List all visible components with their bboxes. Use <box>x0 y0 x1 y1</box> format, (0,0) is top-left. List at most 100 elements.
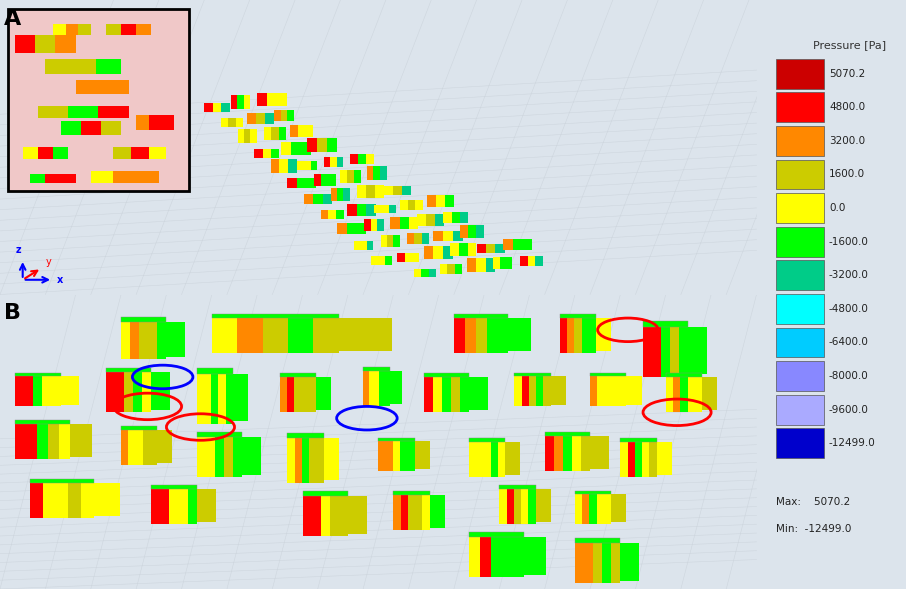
Bar <box>443 231 453 241</box>
Bar <box>317 138 327 152</box>
Bar <box>393 495 400 530</box>
Bar <box>666 378 673 412</box>
Bar <box>197 489 216 522</box>
Bar <box>24 376 34 406</box>
Bar <box>604 376 612 406</box>
Bar <box>151 372 170 410</box>
Bar <box>666 373 702 378</box>
Bar <box>589 318 596 353</box>
Bar <box>612 494 626 522</box>
Bar <box>513 537 524 577</box>
Bar <box>650 442 657 477</box>
Bar <box>776 395 824 425</box>
Bar <box>443 212 451 223</box>
Bar <box>297 178 306 188</box>
Bar <box>38 106 68 118</box>
Bar <box>341 170 347 183</box>
Bar <box>467 258 477 272</box>
Bar <box>536 376 544 406</box>
Bar <box>493 257 499 269</box>
Bar <box>560 318 567 353</box>
Bar <box>688 378 695 412</box>
Bar <box>400 200 408 210</box>
Bar <box>408 495 415 530</box>
Bar <box>357 223 366 234</box>
Bar <box>590 376 597 406</box>
Bar <box>233 437 242 477</box>
Bar <box>421 269 429 277</box>
Bar <box>304 194 313 204</box>
Bar <box>212 315 339 318</box>
Bar <box>435 214 445 226</box>
Bar <box>113 171 136 183</box>
Bar <box>612 543 621 583</box>
Bar <box>567 318 574 353</box>
Bar <box>378 256 385 265</box>
Bar <box>371 256 378 265</box>
Bar <box>652 327 661 377</box>
Bar <box>55 35 76 53</box>
Bar <box>387 235 393 247</box>
Bar <box>218 374 226 424</box>
Bar <box>70 424 92 457</box>
Bar <box>661 327 670 377</box>
Bar <box>776 428 824 458</box>
Bar <box>347 223 357 234</box>
Bar <box>111 80 129 94</box>
Bar <box>121 322 130 359</box>
Bar <box>244 95 250 109</box>
Bar <box>302 378 309 412</box>
Bar <box>348 496 367 534</box>
Text: B: B <box>4 303 21 323</box>
Bar <box>68 106 99 118</box>
Bar <box>367 166 373 180</box>
Text: Max:    5070.2: Max: 5070.2 <box>776 497 850 507</box>
Text: 5070.2: 5070.2 <box>829 69 865 79</box>
Text: -4800.0: -4800.0 <box>829 304 869 314</box>
Bar <box>237 318 263 353</box>
Bar <box>476 318 487 353</box>
Bar <box>149 322 158 359</box>
Bar <box>131 147 149 159</box>
Bar <box>424 373 469 378</box>
Bar <box>415 495 422 530</box>
Bar <box>524 537 546 575</box>
Bar <box>121 24 136 35</box>
Bar <box>597 376 604 406</box>
Bar <box>602 543 612 583</box>
Bar <box>590 436 609 469</box>
Bar <box>597 494 604 524</box>
Bar <box>381 235 387 247</box>
Bar <box>373 166 381 180</box>
Bar <box>297 161 304 170</box>
Bar <box>545 436 554 471</box>
Bar <box>287 438 294 483</box>
Bar <box>393 235 400 247</box>
Bar <box>379 441 386 471</box>
Bar <box>572 436 581 471</box>
Bar <box>502 537 513 577</box>
Bar <box>91 171 113 183</box>
Bar <box>59 424 70 459</box>
Bar <box>323 438 339 481</box>
Bar <box>34 376 43 406</box>
Bar <box>486 258 495 272</box>
Bar <box>506 442 520 475</box>
Bar <box>469 438 506 442</box>
Bar <box>52 376 61 406</box>
Text: -8000.0: -8000.0 <box>829 371 869 381</box>
Bar <box>415 441 429 469</box>
Bar <box>312 496 321 536</box>
Bar <box>303 496 312 536</box>
Bar <box>496 244 505 253</box>
Bar <box>378 219 384 231</box>
Bar <box>15 376 24 406</box>
Bar <box>458 243 467 256</box>
Bar <box>231 95 237 109</box>
Bar <box>527 256 535 266</box>
Bar <box>298 125 305 137</box>
Bar <box>53 147 68 159</box>
Bar <box>366 204 376 216</box>
Bar <box>311 161 317 170</box>
Bar <box>554 436 563 471</box>
